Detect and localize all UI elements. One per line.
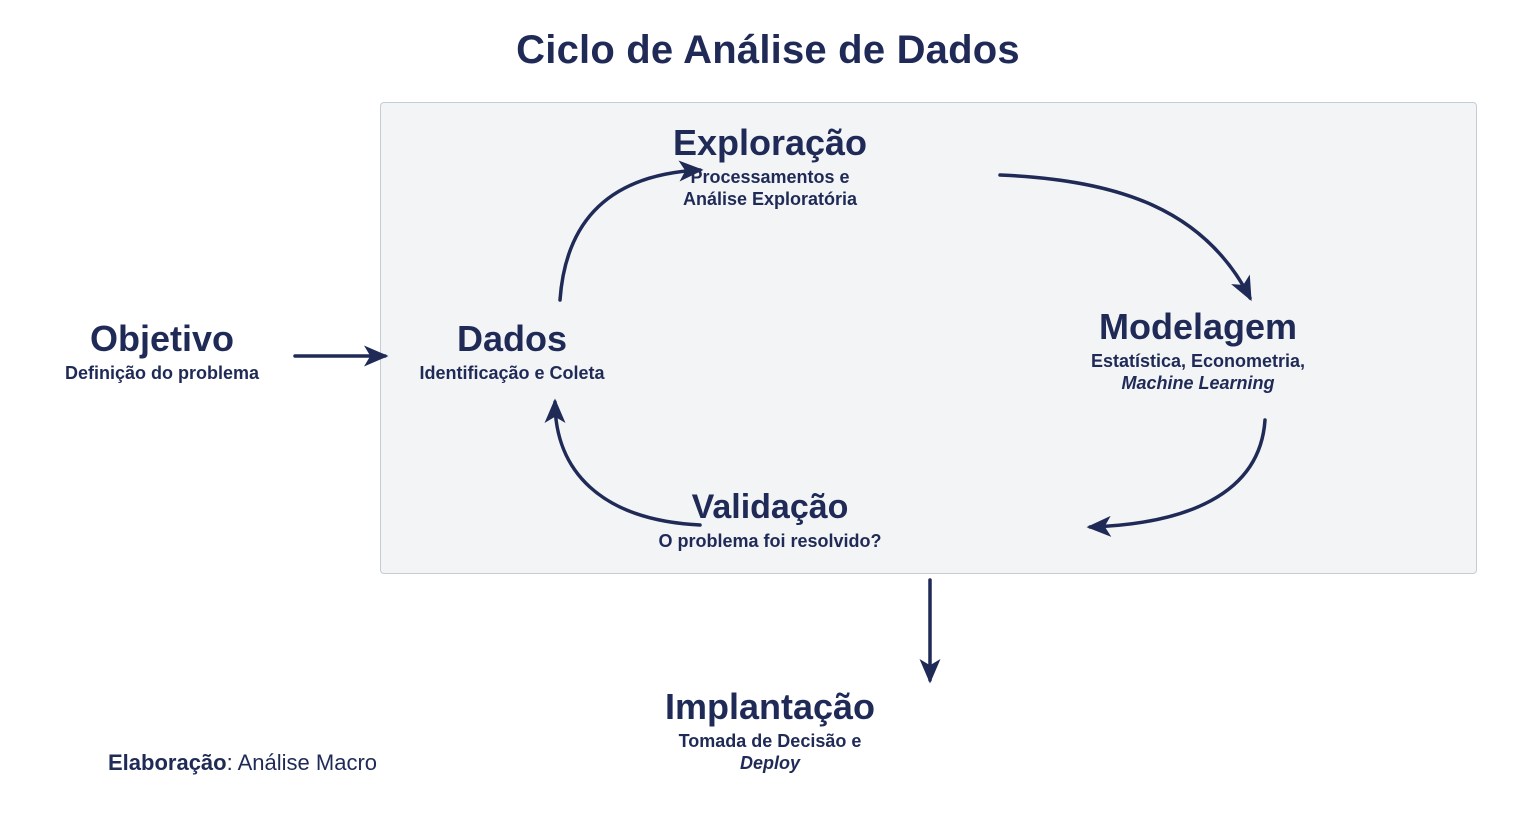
credit-line: Elaboração: Análise Macro bbox=[108, 750, 377, 776]
diagram-title: Ciclo de Análise de Dados bbox=[0, 28, 1536, 73]
node-exploracao: Exploração Processamentos e Análise Expl… bbox=[620, 124, 920, 211]
node-objetivo: Objetivo Definição do problema bbox=[32, 320, 292, 384]
node-validacao-title: Validação bbox=[610, 490, 930, 526]
node-modelagem-sub2: Machine Learning bbox=[1048, 372, 1348, 395]
credit-sep: : bbox=[227, 750, 238, 775]
node-validacao: Validação O problema foi resolvido? bbox=[610, 490, 930, 552]
credit-label: Elaboração bbox=[108, 750, 227, 775]
node-dados-sub: Identificação e Coleta bbox=[382, 362, 642, 385]
node-implantacao-sub2: Deploy bbox=[610, 752, 930, 775]
diagram-stage: Ciclo de Análise de Dados Objetivo Defin… bbox=[0, 0, 1536, 840]
node-implantacao-sub1: Tomada de Decisão e bbox=[610, 730, 930, 753]
node-objetivo-sub: Definição do problema bbox=[32, 362, 292, 385]
node-implantacao: Implantação Tomada de Decisão e Deploy bbox=[610, 688, 930, 775]
node-modelagem-sub1: Estatística, Econometria, bbox=[1048, 350, 1348, 373]
node-dados-title: Dados bbox=[382, 320, 642, 358]
node-objetivo-title: Objetivo bbox=[32, 320, 292, 358]
node-modelagem: Modelagem Estatística, Econometria, Mach… bbox=[1048, 308, 1348, 395]
node-modelagem-title: Modelagem bbox=[1048, 308, 1348, 346]
node-exploracao-sub2: Análise Exploratória bbox=[620, 188, 920, 211]
node-exploracao-sub1: Processamentos e bbox=[620, 166, 920, 189]
node-dados: Dados Identificação e Coleta bbox=[382, 320, 642, 384]
node-implantacao-title: Implantação bbox=[610, 688, 930, 726]
node-validacao-sub: O problema foi resolvido? bbox=[610, 530, 930, 553]
credit-value: Análise Macro bbox=[238, 750, 377, 775]
node-exploracao-title: Exploração bbox=[620, 124, 920, 162]
